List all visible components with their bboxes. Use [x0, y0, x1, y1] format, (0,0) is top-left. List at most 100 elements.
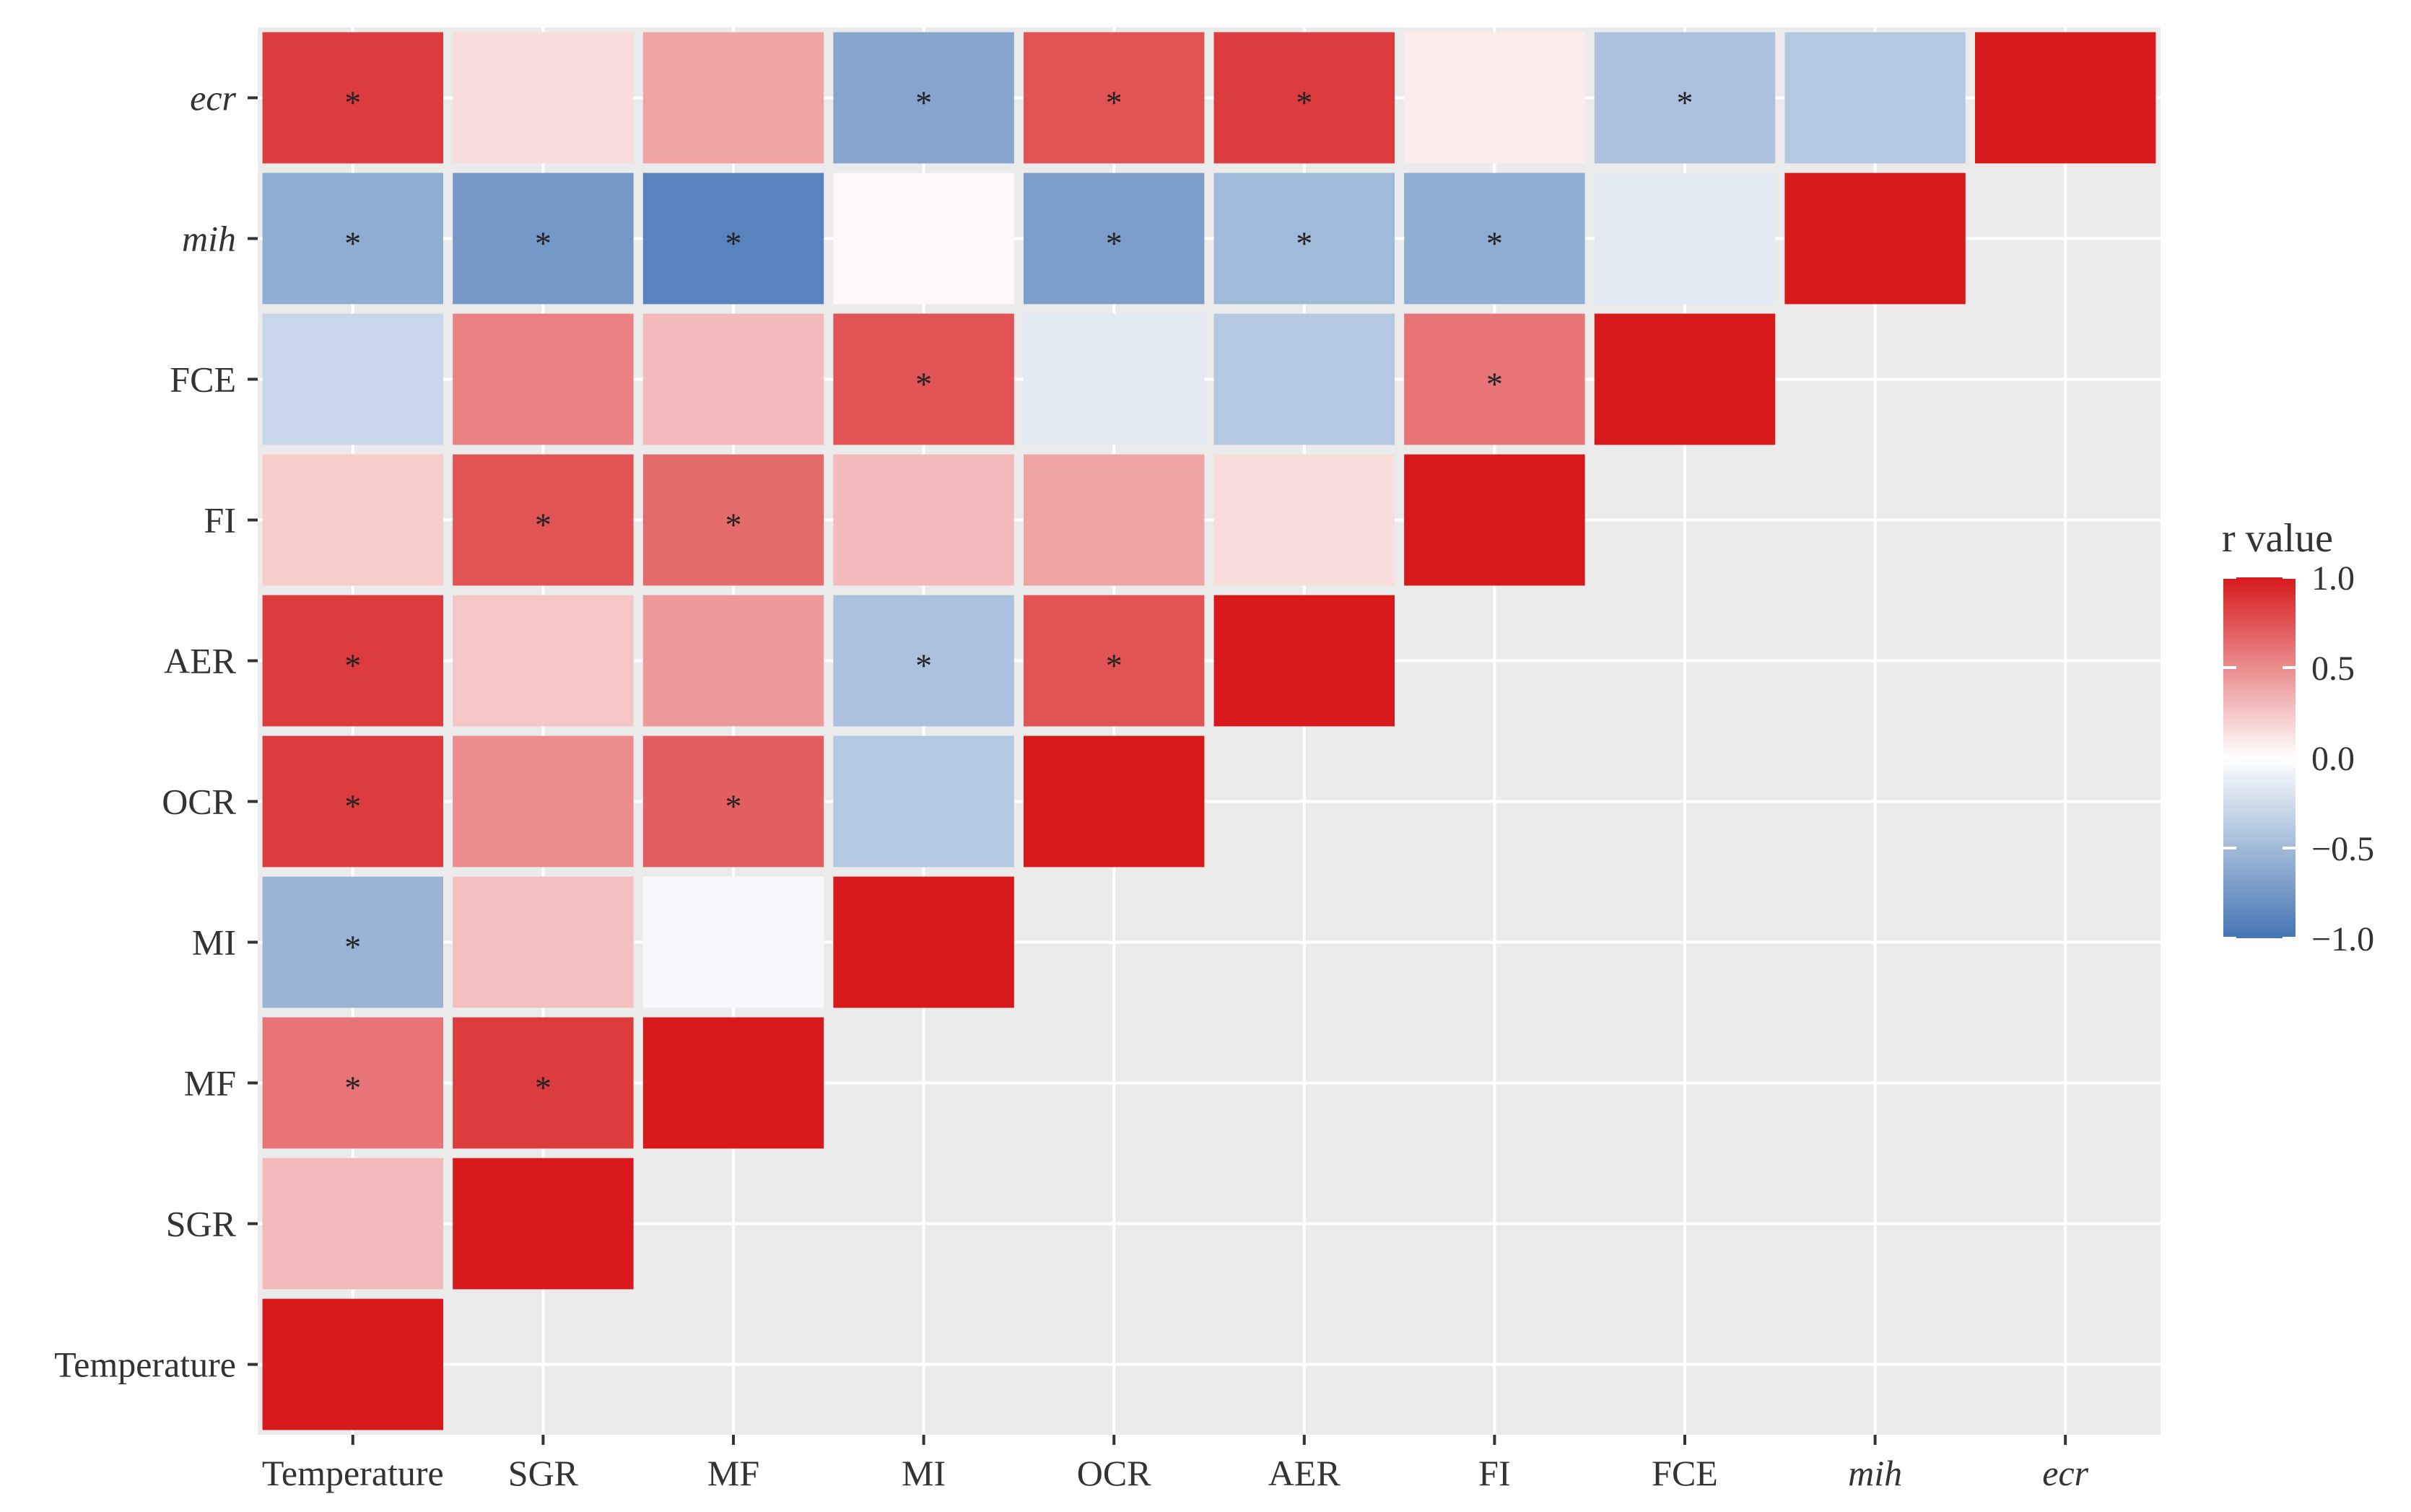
significance-star: * — [915, 84, 932, 121]
cell-mi-aer — [833, 595, 1014, 727]
y-tick-label-mih: mih — [182, 219, 236, 259]
significance-star: * — [915, 366, 932, 403]
cell-sgr-sgr — [453, 1158, 634, 1290]
cell-mih-mih — [1784, 172, 1966, 305]
significance-star: * — [344, 225, 361, 262]
cell-aer-fce — [1213, 313, 1395, 445]
cell-sgr-ecr — [453, 32, 634, 164]
cell-ocr-fi — [1023, 454, 1205, 586]
significance-star: * — [1296, 84, 1312, 121]
cell-sgr-ocr — [453, 735, 634, 868]
y-tick-label-sgr: SGR — [166, 1204, 237, 1244]
cell-ocr-ecr — [1023, 32, 1205, 164]
x-tick-label-mi: MI — [902, 1453, 946, 1493]
cell-ecr-ecr — [1974, 32, 2156, 164]
cell-temperature-sgr — [262, 1158, 444, 1290]
cell-ocr-fce — [1023, 313, 1205, 445]
heatmap-cells — [262, 32, 2156, 1430]
cell-fi-fce — [1404, 313, 1585, 445]
cell-sgr-mih — [453, 172, 634, 305]
significance-star: * — [725, 225, 742, 262]
cell-mi-fi — [833, 454, 1014, 586]
x-tick-label-mf: MF — [707, 1453, 759, 1493]
cell-mi-fce — [833, 313, 1014, 445]
significance-star: * — [535, 1070, 551, 1106]
significance-star: * — [1106, 84, 1122, 121]
cell-temperature-mf — [262, 1017, 444, 1149]
cell-mi-ocr — [833, 735, 1014, 868]
legend-tick-label: −0.5 — [2311, 830, 2374, 868]
legend-tick-label: 0.5 — [2311, 650, 2355, 688]
cell-ocr-aer — [1023, 595, 1205, 727]
cell-mf-mi — [642, 876, 824, 1008]
cell-fce-mih — [1594, 172, 1776, 305]
significance-star: * — [1296, 225, 1312, 262]
significance-star: * — [725, 788, 742, 825]
x-tick-label-temperature: Temperature — [262, 1453, 444, 1493]
significance-star: * — [535, 507, 551, 543]
legend-tick-label: −1.0 — [2311, 920, 2374, 958]
cell-mf-fce — [642, 313, 824, 445]
cell-mf-fi — [642, 454, 824, 586]
legend-title: r value — [2222, 516, 2333, 561]
x-tick-label-mih: mih — [1848, 1453, 1902, 1493]
cell-aer-fi — [1213, 454, 1395, 586]
y-tick-label-mf: MF — [184, 1063, 236, 1104]
significance-star: * — [1106, 225, 1122, 262]
significance-star: * — [725, 507, 742, 543]
cell-mf-mf — [642, 1017, 824, 1149]
cell-mih-ecr — [1784, 32, 1966, 164]
cell-sgr-fce — [453, 313, 634, 445]
cell-fi-fi — [1404, 454, 1585, 586]
x-tick-label-fi: FI — [1478, 1453, 1510, 1493]
color-legend: r value 1.0 0.5 0.0 −0.5 −1.0 — [2222, 516, 2374, 958]
legend-tick-label: 1.0 — [2311, 559, 2355, 598]
significance-star: * — [344, 1070, 361, 1106]
cell-temperature-mih — [262, 172, 444, 305]
cell-aer-aer — [1213, 595, 1395, 727]
significance-star: * — [344, 929, 361, 966]
significance-star: * — [344, 647, 361, 684]
x-tick-label-aer: AER — [1268, 1453, 1341, 1493]
x-tick-label-ocr: OCR — [1077, 1453, 1151, 1493]
cell-mi-mih — [833, 172, 1014, 305]
cell-sgr-mi — [453, 876, 634, 1008]
x-tick-label-sgr: SGR — [508, 1453, 579, 1493]
significance-star: * — [915, 647, 932, 684]
y-tick-label-ecr: ecr — [190, 78, 236, 118]
y-tick-label-ocr: OCR — [162, 782, 236, 822]
significance-star: * — [1486, 225, 1503, 262]
cell-ocr-mih — [1023, 172, 1205, 305]
x-tick-label-fce: FCE — [1652, 1453, 1718, 1493]
significance-star: * — [1486, 366, 1503, 403]
legend-ticks: 1.0 0.5 0.0 −0.5 −1.0 — [2223, 559, 2374, 958]
significance-star: * — [1677, 84, 1693, 121]
cell-mi-ecr — [833, 32, 1014, 164]
y-tick-label-aer: AER — [164, 641, 237, 681]
cell-sgr-mf — [453, 1017, 634, 1149]
significance-star: * — [344, 84, 361, 121]
x-tick-label-ecr: ecr — [2042, 1453, 2088, 1493]
cell-mf-aer — [642, 595, 824, 727]
y-tick-label-fi: FI — [204, 500, 236, 541]
cell-mf-ocr — [642, 735, 824, 868]
cell-temperature-ecr — [262, 32, 444, 164]
cell-temperature-aer — [262, 595, 444, 727]
cell-temperature-ocr — [262, 735, 444, 868]
y-axis: Temperature SGR MF MI OCR AER FI FCE mih ecr — [54, 78, 258, 1385]
y-tick-label-fce: FCE — [170, 359, 236, 400]
significance-markers: * * * * * * * * * * * * * * * * * * * * * * * — [344, 84, 1693, 1106]
cell-temperature-fce — [262, 313, 444, 445]
cell-temperature-mi — [262, 876, 444, 1008]
cell-sgr-fi — [453, 454, 634, 586]
cell-fi-mih — [1404, 172, 1585, 305]
cell-mf-ecr — [642, 32, 824, 164]
y-tick-label-temperature: Temperature — [54, 1345, 236, 1385]
cell-aer-mih — [1213, 172, 1395, 305]
cell-sgr-aer — [453, 595, 634, 727]
legend-tick-label: 0.0 — [2311, 740, 2355, 778]
cell-fce-ecr — [1594, 32, 1776, 164]
significance-star: * — [1106, 647, 1122, 684]
y-tick-label-mi: MI — [192, 922, 236, 963]
cell-temperature-temperature — [262, 1298, 444, 1430]
